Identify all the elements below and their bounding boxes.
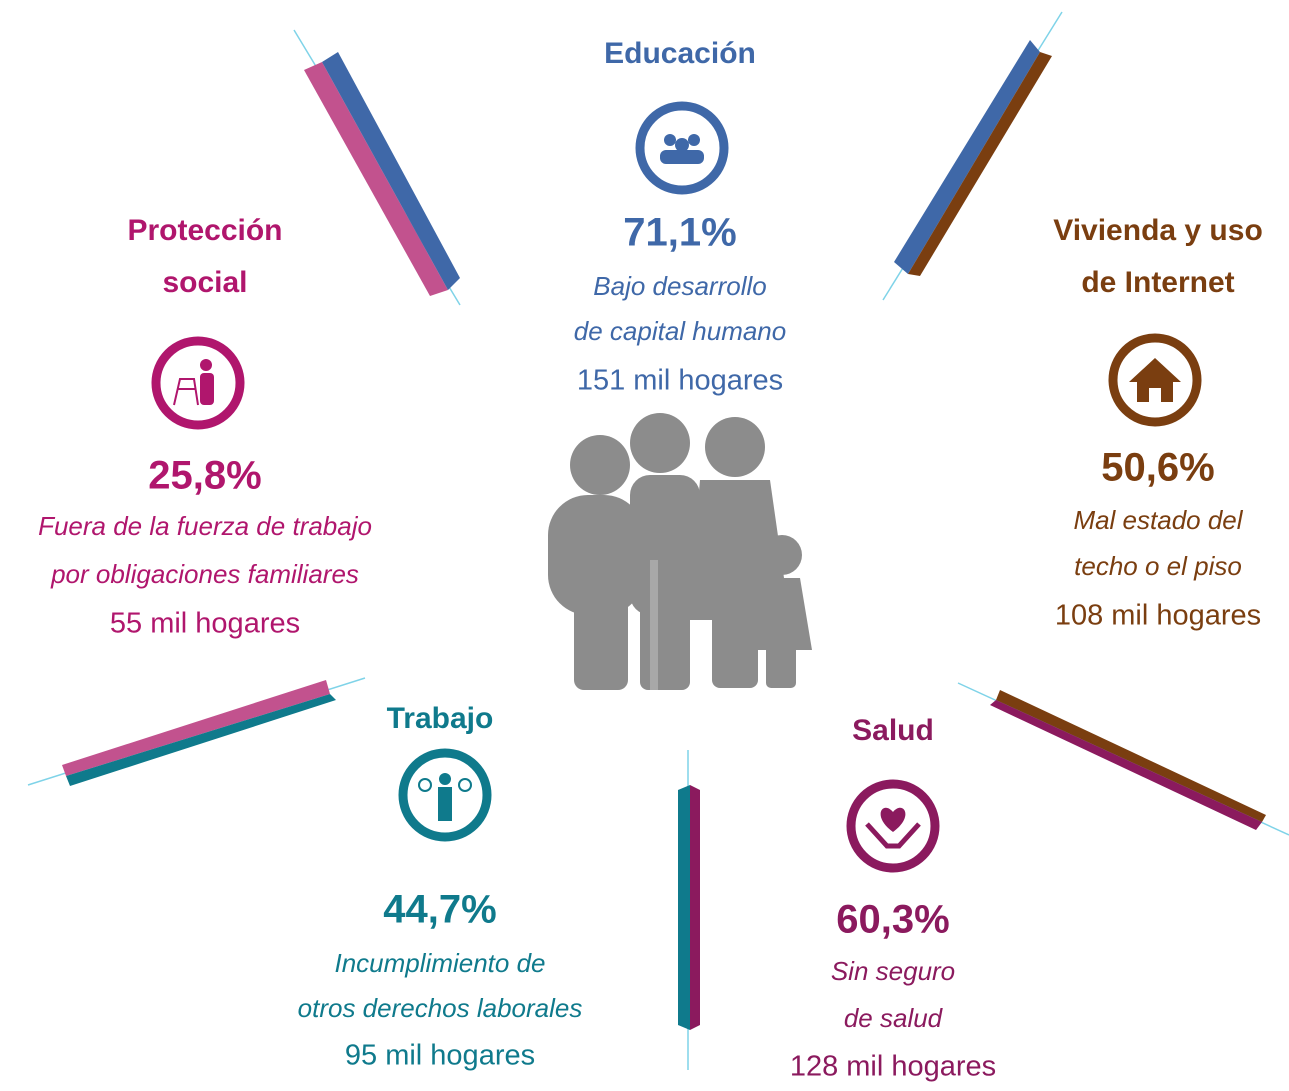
households: 151 mil hogares	[577, 365, 783, 397]
decorative-stripes	[27, 11, 1289, 1070]
description: Bajo desarrollo	[593, 271, 766, 301]
icon	[151, 336, 245, 430]
icon	[846, 779, 940, 873]
description: techo o el piso	[1074, 551, 1242, 581]
percent: 50,6%	[1101, 446, 1214, 490]
glyph	[458, 778, 472, 792]
section: Educación 71,1% Bajo desarrollo de capital …	[574, 37, 786, 397]
section: Protección social 25,8% Fuera de la fuerza …	[38, 214, 372, 640]
section-title: de Internet	[1081, 266, 1234, 299]
icon-ring	[846, 779, 940, 873]
section-title: Protección	[127, 214, 282, 247]
glyph	[664, 134, 676, 146]
section-title: Trabajo	[387, 702, 494, 735]
description: Sin seguro	[831, 956, 955, 986]
glyph	[1129, 358, 1181, 402]
percent: 60,3%	[836, 898, 949, 942]
glyph	[200, 359, 212, 371]
description: de salud	[844, 1003, 944, 1033]
households: 108 mil hogares	[1055, 600, 1261, 632]
description: otros derechos laborales	[298, 993, 583, 1023]
glyph	[418, 778, 432, 792]
households: 128 mil hogares	[790, 1051, 996, 1083]
description: Incumplimiento de	[335, 948, 546, 978]
section-title: Educación	[604, 37, 756, 70]
households: 95 mil hogares	[345, 1040, 535, 1072]
section-title: social	[162, 266, 247, 299]
section: Trabajo 44,7% Incumplimiento de otros derec…	[298, 702, 583, 1072]
section-title: Salud	[852, 714, 934, 747]
glyph	[865, 822, 921, 849]
description: Fuera de la fuerza de trabajo	[38, 511, 372, 541]
glyph	[660, 150, 704, 164]
section: Vivienda y uso de Internet 50,6% Mal estado…	[1053, 214, 1263, 632]
icon	[1108, 333, 1202, 427]
glyph	[200, 373, 214, 405]
description: por obligaciones familiares	[50, 559, 359, 589]
section: Salud 60,3% Sin seguro de salud 128 mil hoga…	[790, 714, 996, 1083]
percent: 25,8%	[148, 454, 261, 498]
percent: 44,7%	[383, 888, 496, 932]
icon	[398, 748, 492, 842]
icon-ring	[1108, 333, 1202, 427]
glyph	[675, 138, 689, 152]
description: de capital humano	[574, 316, 786, 346]
glyph	[880, 807, 906, 832]
glyph	[173, 378, 199, 406]
glyph	[688, 134, 700, 146]
icon-ring	[151, 336, 245, 430]
icon-ring	[635, 101, 729, 195]
glyph	[439, 773, 451, 785]
icon-ring	[398, 748, 492, 842]
percent: 71,1%	[623, 211, 736, 255]
description: Mal estado del	[1073, 505, 1243, 535]
family-silhouette	[548, 413, 812, 690]
glyph	[438, 787, 452, 821]
glyph	[1149, 388, 1161, 402]
households: 55 mil hogares	[110, 608, 300, 640]
icon	[635, 101, 729, 195]
section-title: Vivienda y uso	[1053, 214, 1263, 247]
